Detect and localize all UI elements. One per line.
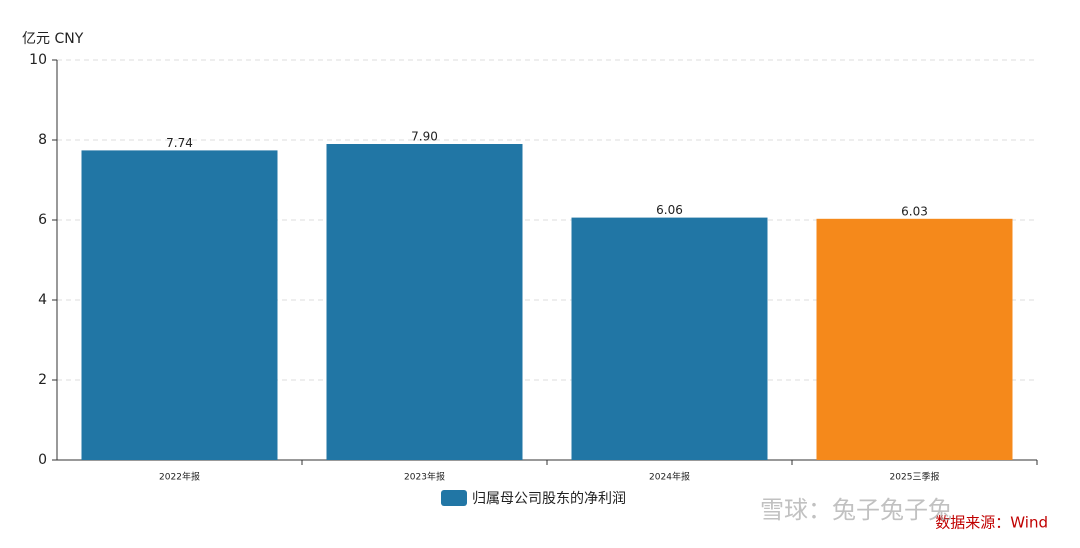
y-axis-label: 亿元 CNY [22,31,84,47]
legend-swatch [441,490,467,506]
x-tick-label: 2023年报 [404,471,445,483]
source: 数据来源：Wind [935,514,1048,532]
legend-label: 归属母公司股东的净利润 [472,490,626,507]
bar [816,218,1013,460]
value-label: 6.03 [901,204,928,218]
x-tick-label: 2024年报 [649,471,690,483]
y-tick-label: 2 [38,372,47,388]
y-tick-label: 4 [38,292,47,308]
x-tick-label: 2022年报 [159,471,200,483]
value-label: 7.74 [166,136,193,150]
x-tick-label: 2025三季报 [890,471,940,483]
y-tick-label: 0 [38,452,47,468]
value-label: 7.90 [411,130,438,144]
bar [571,217,768,460]
y-tick-label: 6 [38,212,47,228]
bar [81,150,278,460]
y-tick-label: 8 [38,132,47,148]
bar [326,144,523,460]
watermark: 雪球：兔子兔子兔 [760,496,952,524]
y-tick-label: 10 [29,52,47,68]
value-label: 6.06 [656,203,683,217]
